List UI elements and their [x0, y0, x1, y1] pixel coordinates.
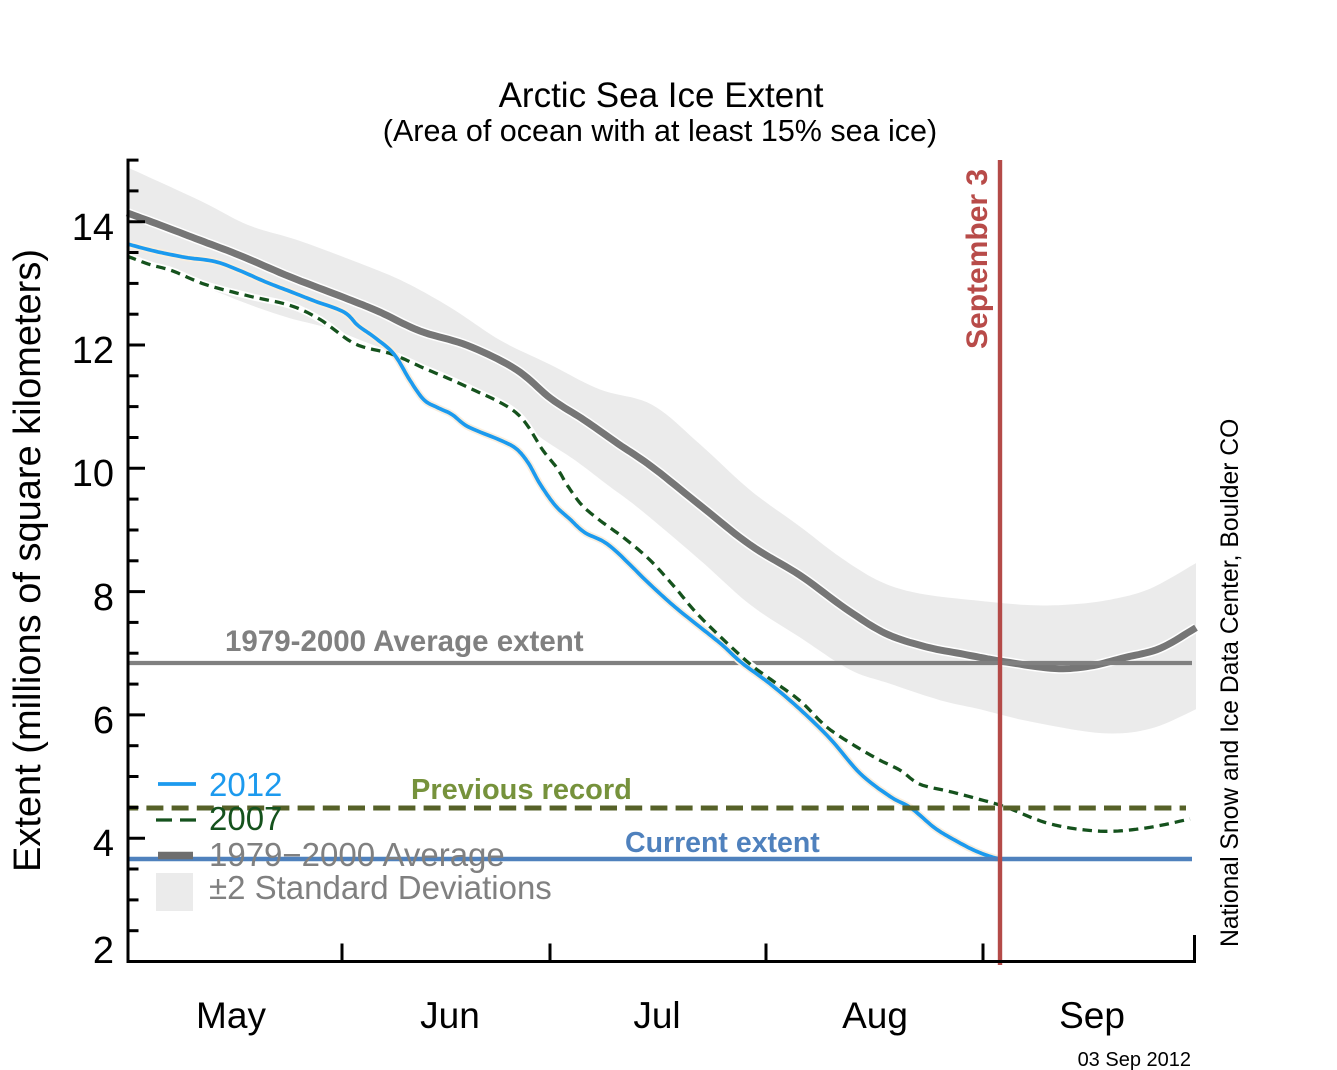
svg-text:14: 14 [72, 207, 114, 249]
svg-text:Aug: Aug [842, 995, 908, 1036]
svg-text:12: 12 [72, 330, 114, 372]
svg-text:1979-2000 Average extent: 1979-2000 Average extent [225, 625, 584, 658]
svg-text:2007: 2007 [209, 800, 282, 837]
svg-text:2: 2 [93, 930, 114, 972]
svg-text:September 3: September 3 [961, 169, 994, 349]
svg-text:Jul: Jul [633, 995, 680, 1036]
svg-text:±2 Standard Deviations: ±2 Standard Deviations [209, 869, 552, 906]
svg-text:4: 4 [93, 823, 114, 865]
svg-text:Sep: Sep [1059, 995, 1125, 1036]
svg-text:(Area of ocean with at least 1: (Area of ocean with at least 15% sea ice… [383, 114, 937, 148]
svg-text:6: 6 [93, 700, 114, 742]
svg-text:Previous record: Previous record [411, 774, 632, 806]
svg-text:2012: 2012 [209, 766, 282, 803]
svg-text:Current extent: Current extent [625, 827, 820, 859]
svg-text:1979−2000 Average: 1979−2000 Average [209, 836, 505, 873]
svg-text:Jun: Jun [420, 995, 480, 1036]
svg-text:Arctic Sea Ice Extent: Arctic Sea Ice Extent [499, 76, 824, 115]
svg-text:10: 10 [72, 453, 114, 495]
svg-text:May: May [196, 995, 266, 1036]
svg-text:National Snow and Ice Data Cen: National Snow and Ice Data Center, Bould… [1217, 419, 1244, 947]
svg-text:03 Sep 2012: 03 Sep 2012 [1078, 1049, 1191, 1070]
svg-text:Extent (millions of square kil: Extent (millions of square kilometers) [7, 249, 49, 872]
svg-text:8: 8 [93, 577, 114, 619]
